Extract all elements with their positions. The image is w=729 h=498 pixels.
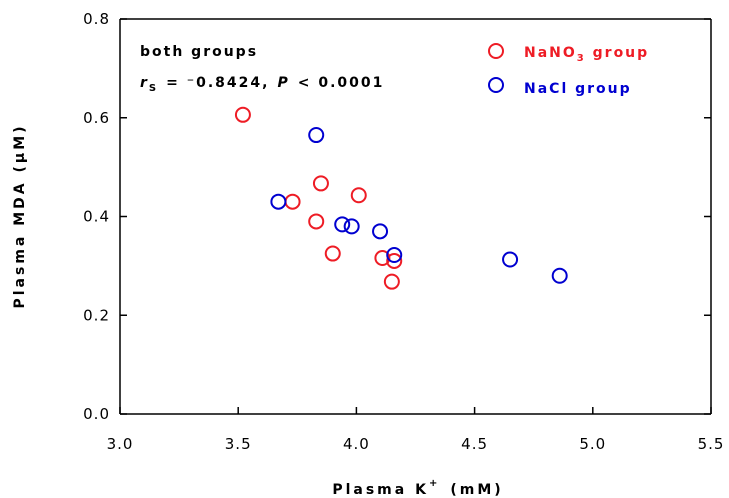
x-tick-label: 4.0 (343, 435, 370, 453)
axis-ticks: 3.0 3.5 4.0 4.5 5.0 5.5 0.0 0.2 0.4 0.6 0.8 (83, 10, 725, 453)
nano3-data-point (324, 245, 341, 262)
x-axis-label: Plasma K+ (mM) (332, 478, 503, 498)
x-tick-label: 3.5 (225, 435, 252, 453)
r-subscript: S (149, 83, 158, 94)
p-symbol: P (277, 75, 289, 91)
nano3-data-point (386, 252, 403, 269)
nano3-data-point (312, 175, 329, 192)
nacl-data-point (334, 216, 351, 233)
p-value: < 0.0001 (298, 75, 385, 91)
nacl-data-point (372, 223, 389, 240)
y-axis-label: Plasma MDA (μM) (12, 123, 28, 308)
nano3-data-point (284, 193, 301, 210)
legend-marker-nano3 (488, 43, 504, 59)
legend-marker-nacl (488, 77, 504, 93)
nacl-data-point (502, 251, 519, 268)
r-symbol: r (140, 75, 149, 91)
nano3-data-point (234, 106, 251, 123)
r-value: = ⁻0.8424, (166, 75, 269, 91)
x-tick-label: 3.0 (107, 435, 134, 453)
annotation-line2: rS = ⁻0.8424, P < 0.0001 (140, 75, 384, 94)
x-tick-label: 5.0 (579, 435, 606, 453)
y-tick-label: 0.2 (83, 306, 110, 324)
annotation-line1: both groups (140, 44, 258, 60)
y-tick-label: 0.4 (83, 208, 110, 226)
nano3-data-point (383, 273, 400, 290)
nacl-data-point (343, 218, 360, 235)
nacl-data-point (270, 193, 287, 210)
nano3-data-point (374, 249, 391, 266)
nano3-data-point (350, 187, 367, 204)
legend-label-nacl: NaCl group (524, 81, 632, 97)
y-tick-label: 0.0 (83, 405, 110, 423)
nacl-data-point (551, 267, 568, 284)
y-tick-label: 0.6 (83, 109, 110, 127)
x-tick-label: 5.5 (698, 435, 725, 453)
y-tick-label: 0.8 (83, 10, 110, 28)
nacl-data-point (386, 247, 403, 264)
x-tick-label: 4.5 (461, 435, 488, 453)
nano3-data-point (308, 213, 325, 230)
nacl-data-point (308, 127, 325, 144)
data-points (234, 106, 568, 290)
legend-label-nano3: NaNO3 group (524, 45, 649, 64)
stats-annotation: both groups rS = ⁻0.8424, P < 0.0001 (140, 44, 384, 94)
legend: NaNO3 group NaCl group (488, 43, 649, 97)
